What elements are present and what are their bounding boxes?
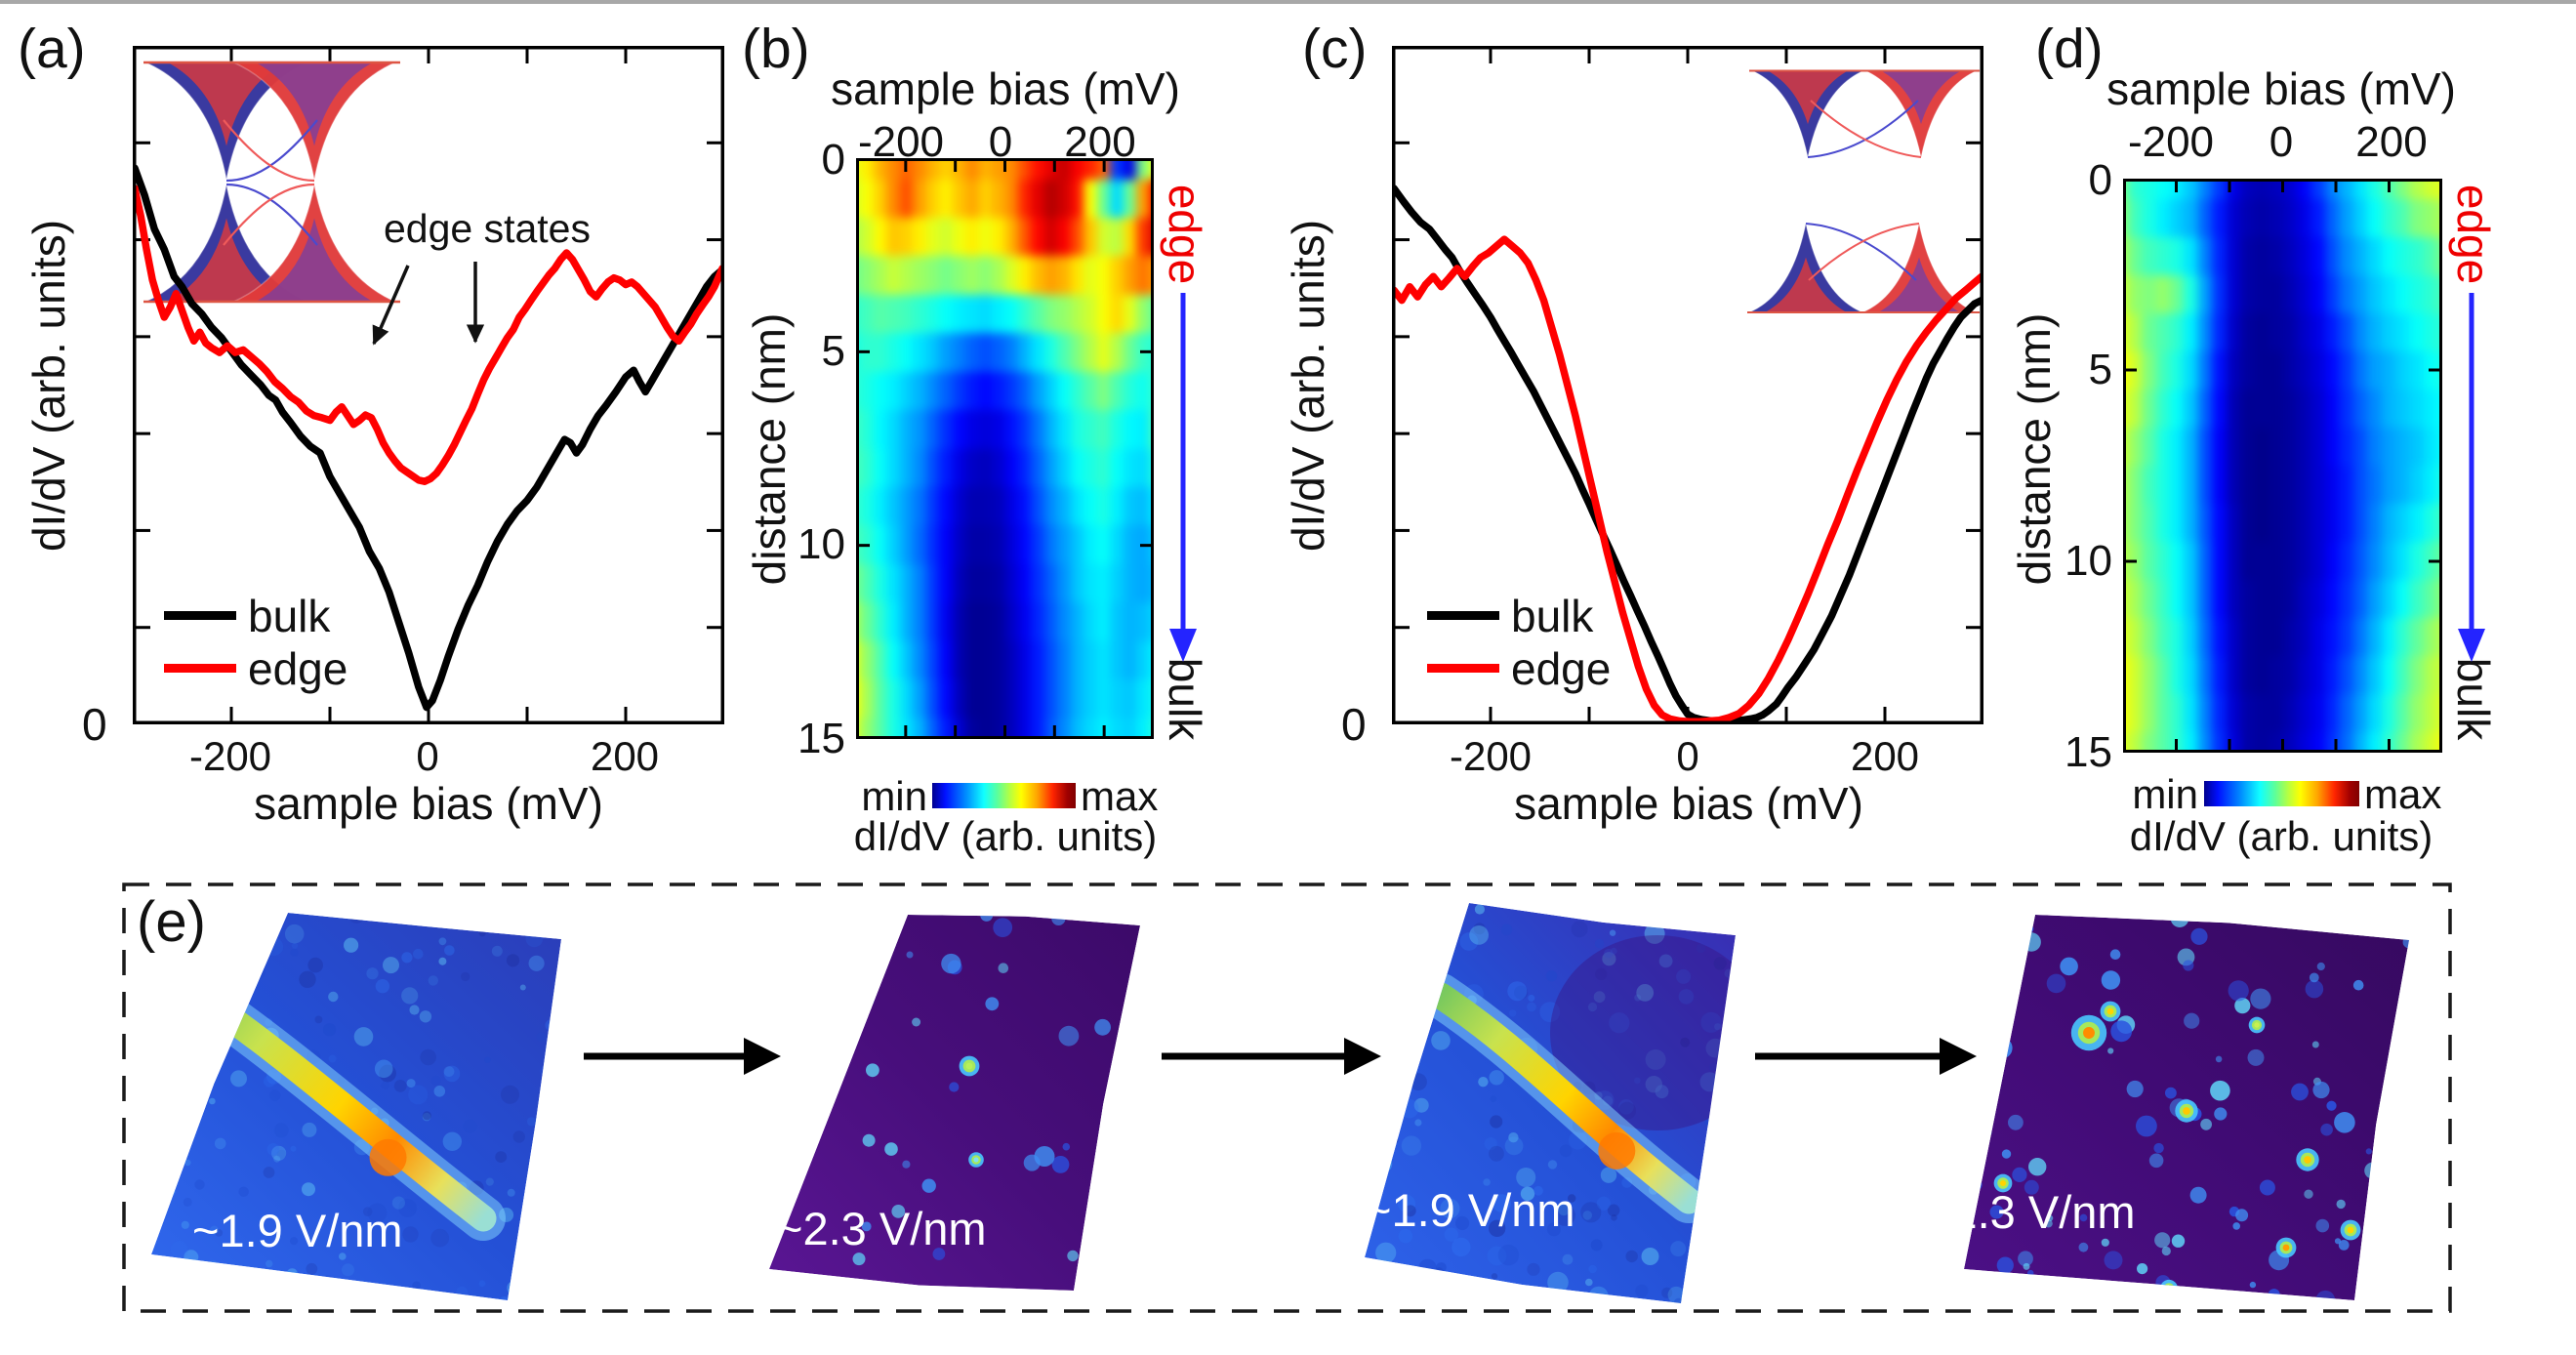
- panel-c-letter: (c): [1302, 18, 1368, 80]
- panel-c-xtick-m200: -200: [1449, 733, 1533, 779]
- panel-d-colorbar-min: min: [2132, 771, 2198, 817]
- panel-c-legend-bulk-swatch: [1427, 611, 1499, 620]
- edge-curve: [1392, 235, 1983, 724]
- panel-b-edge-label: edge: [1160, 184, 1210, 285]
- panel-b-ylabel: distance (nm): [744, 312, 795, 586]
- stm-3d-surface: [1964, 915, 2409, 1300]
- panel-c-plot: [1392, 46, 1983, 724]
- panel-b-colorbar-label: dI/dV (arb. units): [853, 813, 1158, 859]
- panel-d-ylabel: distance (nm): [2009, 312, 2060, 586]
- panel-b-xtick-0: 0: [988, 118, 1013, 166]
- panel-c-legend-edge-swatch: [1427, 664, 1499, 673]
- panel-b-top-axis-label: sample bias (mV): [831, 63, 1180, 114]
- panel-d-xtick-m200: -200: [2127, 118, 2215, 166]
- panel-b-letter: (b): [742, 18, 810, 80]
- panel-d-ytick-15: 15: [2065, 728, 2112, 776]
- panel-b-ytick-10: 10: [797, 520, 845, 568]
- panel-b-colorbar-max: max: [1081, 773, 1159, 819]
- panel-a-letter: (a): [18, 18, 86, 80]
- panel-a-xtick-m200: -200: [188, 733, 272, 779]
- panel-b-xtick-m200: -200: [857, 118, 945, 166]
- panel-d-colorbar-label: dI/dV (arb. units): [2129, 813, 2433, 859]
- panel-c-xlabel: sample bias (mV): [1514, 778, 1863, 829]
- panel-b-heatmap: [856, 158, 1154, 739]
- band-structure-inset: [1747, 69, 1980, 313]
- panel-b-bulk-label: bulk: [1160, 657, 1210, 741]
- panel-c-xtick-0: 0: [1676, 733, 1699, 779]
- panel-d-edge-label: edge: [2448, 184, 2499, 285]
- panel-a-plot: [133, 46, 724, 724]
- field-caption-2: ~2.3 V/nm: [776, 1203, 987, 1254]
- panel-d-heatmap: [2123, 179, 2442, 753]
- panel-b-colorbar: [932, 783, 1076, 808]
- panel-d-top-axis-label: sample bias (mV): [2106, 63, 2456, 114]
- panel-a-axes: [133, 46, 724, 724]
- panel-c-legend-bulk-label: bulk: [1511, 591, 1594, 641]
- panel-a-xtick-0: 0: [416, 733, 439, 779]
- window-top-border: [0, 0, 2576, 4]
- panel-a-legend-bulk-swatch: [164, 611, 236, 620]
- panel-b-xtick-200: 200: [1064, 118, 1136, 166]
- panel-d-ytick-10: 10: [2065, 537, 2112, 585]
- panel-a-legend-bulk-label: bulk: [248, 591, 331, 641]
- panel-a-ylabel: dI/dV (arb. units): [23, 219, 74, 553]
- panel-a-xlabel: sample bias (mV): [254, 778, 603, 829]
- bulk-curve: [133, 164, 724, 712]
- panel-c-axes: [1392, 46, 1983, 724]
- panel-c-xtick-200: 200: [1850, 733, 1920, 779]
- panel-d-bulk-label: bulk: [2448, 657, 2499, 741]
- panel-b-colorbar-min: min: [861, 773, 927, 819]
- band-structure-inset: [143, 61, 400, 304]
- panel-d-ytick-0: 0: [2088, 156, 2112, 204]
- panel-d-colorbar: [2204, 781, 2359, 806]
- stm-3d-surface: [1365, 903, 1736, 1303]
- panel-a-annotation: edge states: [384, 206, 591, 251]
- panel-d-letter: (d): [2035, 18, 2104, 80]
- stm-topograph-2.3Vnm-spiky: [1964, 908, 2411, 1308]
- stm-topograph-1.9Vnm-after: [1365, 896, 1747, 1308]
- field-caption-1: ~1.9 V/nm: [192, 1205, 403, 1256]
- field-caption-3: ~1.9 V/nm: [1365, 1184, 1575, 1236]
- panel-a-legend-edge-label: edge: [248, 643, 348, 694]
- panel-d-colorbar-max: max: [2364, 771, 2442, 817]
- panel-d-ytick-5: 5: [2088, 346, 2112, 393]
- panel-c-legend-edge-label: edge: [1511, 643, 1612, 694]
- edge-curve: [133, 185, 724, 485]
- panel-a-xtick-200: 200: [590, 733, 660, 779]
- panel-b-ytick-5: 5: [821, 327, 845, 375]
- panel-a-ytick-0: 0: [82, 699, 107, 750]
- panel-a-legend-edge-swatch: [164, 664, 236, 673]
- panel-c-ylabel: dI/dV (arb. units): [1283, 219, 1333, 553]
- panel-d-heatmap-grid: [2123, 179, 2442, 753]
- bulk-curve: [1392, 185, 1983, 724]
- panel-c-ytick-0: 0: [1341, 699, 1367, 750]
- panel-d-xtick-200: 200: [2355, 118, 2428, 166]
- panel-b-ytick-15: 15: [797, 715, 845, 762]
- panel-b-ytick-0: 0: [821, 136, 845, 184]
- panel-d-xtick-0: 0: [2269, 118, 2294, 166]
- field-caption-4: ~2.3 V/nm: [1925, 1186, 2136, 1238]
- panel-b-heatmap-grid: [856, 158, 1154, 739]
